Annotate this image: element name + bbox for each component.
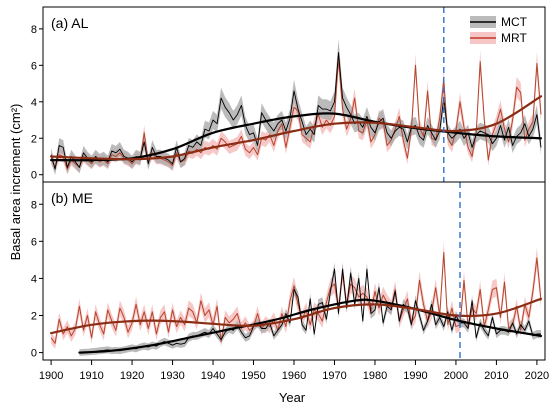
x-tick-label: 1910 (79, 370, 103, 382)
x-axis-label: Year (279, 390, 306, 405)
panels: 0 2 4 6 8 (a) AL 0 2 4 6 8 (b) ME (31, 6, 546, 361)
legend-label: MRT (501, 31, 527, 45)
x-tick-label: 1940 (201, 370, 225, 382)
y-tick-label: 8 (31, 24, 37, 36)
y-tick-label: 6 (31, 236, 37, 248)
mrt-series-line (50, 57, 542, 170)
x-tick-label: 1970 (322, 370, 346, 382)
mrt-trend-line (50, 297, 543, 335)
x-tick-label: 2000 (444, 370, 468, 382)
legend: MCT MRT (470, 15, 528, 45)
y-tick-label: 4 (31, 273, 37, 285)
legend-label: MCT (501, 15, 528, 29)
panel-title: (b) ME (51, 190, 93, 206)
x-axis: 1900 1910 1920 1930 1940 1950 1960 1970 1980 1990… (39, 360, 549, 382)
panel-title: (a) AL (51, 15, 89, 31)
x-tick-label: 2010 (484, 370, 508, 382)
mct-confidence-band (79, 262, 542, 356)
y-tick-label: 2 (31, 311, 37, 323)
plot-area (50, 39, 543, 176)
y-tick-label: 4 (31, 97, 37, 109)
mrt-trend-line (50, 95, 543, 161)
x-tick-label: 1990 (403, 370, 427, 382)
x-tick-label: 1980 (363, 370, 387, 382)
x-tick-label: 1930 (160, 370, 184, 382)
panel-a: 0 2 4 6 8 (a) AL (31, 6, 546, 183)
panel-b: 0 2 4 6 8 (b) ME (31, 181, 546, 361)
x-tick-label: 1900 (39, 370, 63, 382)
y-tick-label: 0 (31, 170, 37, 182)
x-tick-label: 2020 (525, 370, 549, 382)
y-tick-label: 8 (31, 199, 37, 211)
mct-trend-line (78, 298, 543, 354)
x-tick-label: 1950 (241, 370, 265, 382)
y-tick-label: 0 (31, 348, 37, 360)
y-tick-label: 6 (31, 60, 37, 72)
y-axis-label: Basal area increment (cm²) (8, 104, 23, 261)
y-tick-label: 2 (31, 133, 37, 145)
x-tick-label: 1920 (120, 370, 144, 382)
x-tick-label: 1960 (282, 370, 306, 382)
mct-confidence-band (51, 39, 541, 176)
